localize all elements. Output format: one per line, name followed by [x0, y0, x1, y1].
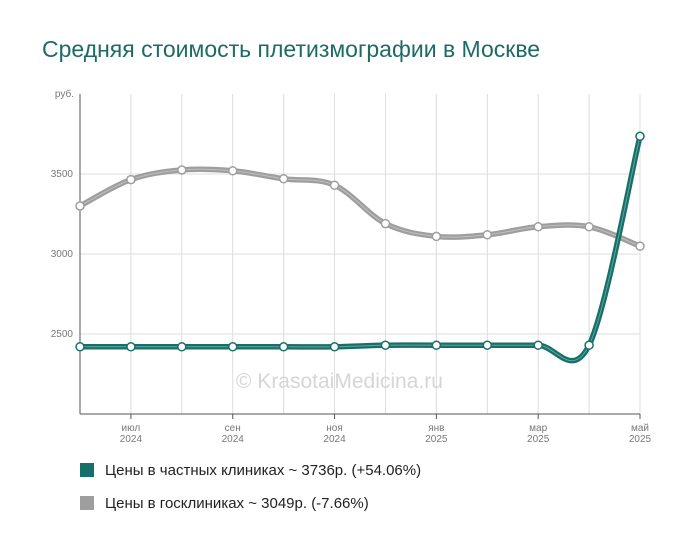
data-point-public — [278, 174, 289, 184]
line-chart: 250030003500руб.июл2024сен2024ноя2024янв… — [51, 88, 652, 445]
x-tick-year: 2025 — [527, 434, 550, 445]
axes: 250030003500руб.июл2024сен2024ноя2024янв… — [51, 88, 652, 445]
x-tick-month: мар — [529, 423, 547, 434]
data-point-private — [431, 340, 442, 350]
x-tick-year: 2025 — [629, 434, 652, 445]
data-point-public — [482, 230, 493, 240]
data-point-private — [329, 342, 340, 352]
data-point-private — [584, 340, 594, 350]
x-tick-year: 2025 — [425, 434, 448, 445]
legend-item-private[interactable]: Цены в частных клиниках ~ 3736р. (+54.06… — [80, 460, 421, 480]
data-point-public — [635, 241, 645, 251]
legend-item-public[interactable]: Цены в госклиниках ~ 3049р. (-7.66%) — [80, 493, 421, 513]
data-point-public — [380, 218, 391, 229]
data-point-public — [126, 174, 136, 185]
data-point-private — [177, 342, 187, 352]
data-point-public — [431, 231, 442, 242]
series-layer — [77, 133, 643, 364]
x-tick-year: 2024 — [222, 434, 245, 445]
data-point-private — [482, 340, 493, 350]
y-tick-label: 3000 — [51, 249, 74, 260]
data-point-private — [227, 342, 238, 352]
data-point-private — [533, 340, 543, 350]
grid-lines — [79, 94, 641, 414]
series-highlight-public — [79, 168, 641, 247]
data-point-private — [635, 131, 645, 141]
data-point-public — [75, 201, 85, 211]
data-point-public — [329, 180, 340, 190]
x-tick-year: 2024 — [120, 434, 143, 445]
legend-label-public: Цены в госклиниках ~ 3049р. (-7.66%) — [105, 494, 369, 512]
data-point-public — [177, 165, 187, 175]
x-tick-month: сен — [225, 423, 241, 434]
data-point-public — [533, 222, 543, 232]
y-unit-label: руб. — [55, 88, 74, 100]
series-line-public — [77, 166, 643, 249]
legend-swatch-private — [80, 463, 94, 477]
chart-title: Средняя стоимость плетизмографии в Москв… — [42, 36, 541, 62]
data-point-private — [380, 340, 391, 350]
legend-label-private: Цены в частных клиниках ~ 3736р. (+54.06… — [105, 461, 422, 479]
x-tick-month: ноя — [326, 423, 343, 434]
data-point-private — [75, 342, 85, 352]
y-tick-label: 3500 — [51, 169, 74, 180]
legend: Цены в частных клиниках ~ 3736р. (+54.06… — [80, 460, 421, 526]
data-point-public — [584, 222, 594, 232]
x-tick-month: июл — [122, 423, 141, 434]
data-point-public — [227, 166, 238, 176]
x-tick-month: май — [631, 423, 649, 434]
points-layer — [75, 131, 645, 352]
x-tick-year: 2024 — [323, 434, 346, 445]
y-tick-label: 2500 — [51, 329, 74, 340]
data-point-private — [126, 342, 136, 352]
legend-swatch-public — [80, 496, 94, 510]
x-tick-month: янв — [428, 423, 444, 434]
data-point-private — [278, 342, 289, 352]
watermark: © KrasotaiMedicina.ru — [236, 370, 443, 393]
